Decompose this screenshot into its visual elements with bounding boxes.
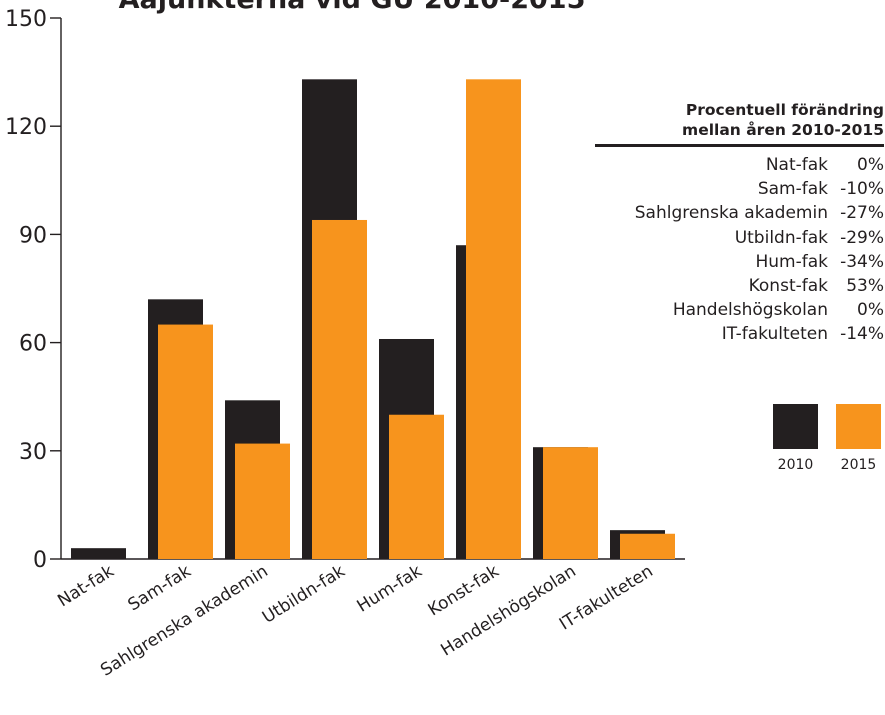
percent-change-title-line1: Procentuell förändring — [685, 101, 884, 119]
bar-2015 — [158, 324, 213, 559]
faculty-percent: -27% — [840, 203, 884, 224]
percent-change-table: Procentuell förändring mellan åren 2010-… — [592, 100, 884, 347]
y-tick-label: 30 — [19, 440, 47, 465]
percent-change-title-line2: mellan åren 2010-2015 — [682, 121, 884, 139]
percent-change-rows: Nat-fak 0% Sam-fak -10% Sahlgrenska akad… — [592, 153, 884, 347]
x-tick-label: Nat-fak — [54, 561, 117, 611]
faculty-name: IT-fakulteten — [721, 324, 828, 345]
x-tick-label: Sam-fak — [125, 561, 195, 615]
percent-change-row: Handelshögskolan 0% — [592, 298, 884, 322]
legend-swatch-2010 — [773, 404, 818, 449]
bar-2015 — [312, 219, 367, 559]
x-tick-label: Handelshögskolan — [437, 561, 579, 660]
faculty-name: Sahlgrenska akademin — [634, 203, 828, 224]
faculty-name: Sam-fak — [757, 179, 828, 200]
x-tick-label: Utbildn-fak — [259, 561, 349, 627]
percent-change-row: Utbildn-fak -29% — [592, 226, 884, 250]
y-tick-label: 60 — [19, 332, 47, 357]
faculty-percent: -34% — [840, 251, 884, 272]
legend-label-2015: 2015 — [840, 457, 877, 473]
faculty-name: Hum-fak — [755, 251, 829, 272]
legend-swatch-2015 — [836, 404, 881, 449]
y-tick-label: 150 — [5, 7, 47, 32]
percent-change-divider — [595, 144, 884, 147]
chart-axes: 0 30 60 90 120 150 — [5, 7, 685, 573]
percent-change-row: IT-fakulteten -14% — [592, 322, 884, 346]
faculty-percent: -10% — [840, 179, 884, 200]
legend-label-2010: 2010 — [777, 457, 814, 473]
legend-item-2015: 2015 — [836, 404, 881, 473]
y-tick-label: 90 — [19, 223, 47, 248]
percent-change-row: Sam-fak -10% — [592, 177, 884, 201]
bar-2010 — [71, 548, 126, 559]
faculty-percent: 53% — [846, 276, 884, 297]
bar-2015 — [543, 447, 598, 559]
percent-change-row: Hum-fak -34% — [592, 250, 885, 274]
percent-change-row: Nat-fak 0% — [592, 153, 884, 177]
faculty-percent: -29% — [840, 227, 884, 248]
bar-2015 — [620, 533, 675, 559]
y-tick-label: 0 — [33, 548, 47, 573]
x-tick-label: Hum-fak — [354, 561, 426, 616]
bar-2015 — [389, 414, 444, 559]
bar-2015 — [235, 443, 290, 559]
faculty-name: Handelshögskolan — [672, 300, 828, 321]
faculty-name: Utbildn-fak — [734, 227, 828, 248]
chart-title: Aajunkterna vid GU 2010-2015 — [119, 0, 586, 15]
faculty-name: Konst-fak — [748, 276, 828, 297]
percent-change-row: Sahlgrenska akademin -27% — [592, 201, 884, 225]
faculty-name: Nat-fak — [765, 155, 828, 175]
faculty-percent: -14% — [840, 324, 884, 345]
legend-item-2010: 2010 — [773, 404, 818, 473]
percent-change-title: Procentuell förändring mellan åren 2010-… — [592, 100, 884, 140]
faculty-percent: 0% — [857, 155, 884, 175]
faculty-percent: 0% — [857, 300, 884, 321]
percent-change-row: Konst-fak 53% — [592, 274, 884, 298]
y-tick-label: 120 — [5, 115, 47, 140]
chart-bars — [71, 79, 675, 560]
bar-2015 — [466, 79, 521, 560]
